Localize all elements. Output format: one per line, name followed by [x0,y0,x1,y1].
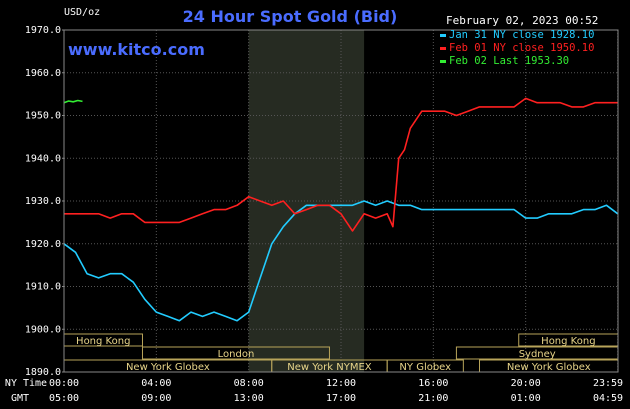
session-label: New York Globex [507,362,591,373]
x-tick-label-gmt: 01:00 [511,393,541,404]
x-tick-label-gmt: 13:00 [234,393,264,404]
timestamp: February 02, 2023 00:52 [446,14,598,27]
y-tick-label: 1890.0 [25,367,61,378]
y-tick-label: 1970.0 [25,25,61,36]
y-tick-label: 1920.0 [25,239,61,250]
x-tick-label-ny: 12:00 [326,378,356,389]
x-tick-label-ny: 00:00 [49,378,79,389]
x-tick-label-ny: 04:00 [141,378,171,389]
x-tick-label-gmt: 04:59 [593,393,623,404]
x-tick-label-ny: 08:00 [234,378,264,389]
y-tick-label: 1940.0 [25,153,61,164]
series-line-1 [63,200,619,322]
y-tick-label: 1910.0 [25,282,61,293]
x-tick-label-gmt: 17:00 [326,393,356,404]
y-tick-label: 1930.0 [25,196,61,207]
site-url: www.kitco.com [68,40,205,59]
y-tick-label: 1960.0 [25,68,61,79]
y-tick-label: 1900.0 [25,324,61,335]
legend-swatch [440,47,446,50]
x-axis-gmt-label: GMT [11,393,29,404]
legend-swatch [440,60,446,63]
legend-entry: Feb 01 NY close 1950.10 [449,42,594,54]
series-line-3 [63,99,83,104]
session-label: NY Globex [399,362,451,373]
session-label: London [218,349,255,360]
x-axis-ny-label: NY Time [5,378,47,389]
session-label: New York NYMEX [287,362,372,373]
y-tick-label: 1950.0 [25,111,61,122]
chart-title: 24 Hour Spot Gold (Bid) [183,7,398,26]
x-tick-label-ny: 20:00 [511,378,541,389]
y-axis-unit-label: USD/oz [64,7,100,18]
session-box [141,346,330,360]
x-tick-label-gmt: 05:00 [49,393,79,404]
x-tick-label-gmt: 21:00 [418,393,448,404]
market-hours-band [248,30,365,372]
x-tick-label-ny: 16:00 [418,378,448,389]
session-label: New York Globex [126,362,210,373]
session-label: Sydney [519,349,556,360]
series-line-2 [64,97,618,232]
session-label: Hong Kong [541,336,595,347]
session-label: Hong Kong [76,336,130,347]
x-tick-label-ny: 23:59 [593,378,623,389]
legend-entry: Feb 02 Last 1953.30 [449,55,569,67]
legend-entry: Jan 31 NY close 1928.10 [449,29,594,41]
legend-swatch [440,34,446,37]
x-tick-label-gmt: 09:00 [141,393,171,404]
